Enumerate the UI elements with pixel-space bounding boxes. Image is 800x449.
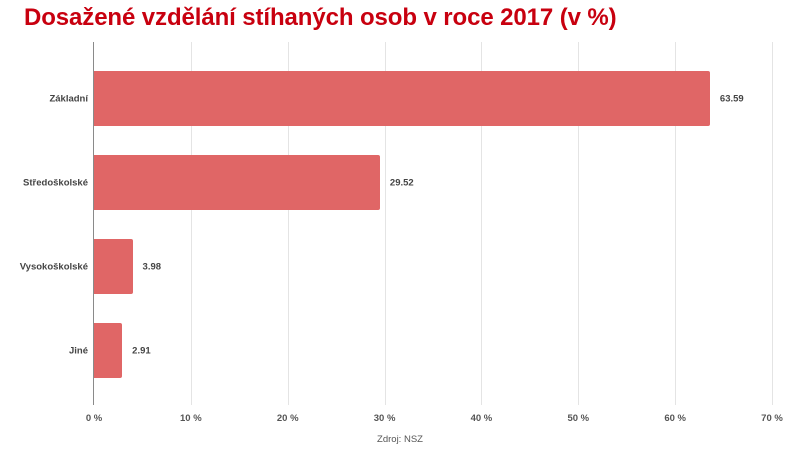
bar-4[interactable] <box>94 323 123 378</box>
value-label: 3.98 <box>142 261 162 272</box>
category-label: Vysokoškolské <box>19 261 88 272</box>
x-tick-label: 70 % <box>761 413 783 424</box>
gridline <box>578 42 579 405</box>
category-label: Základní <box>49 93 88 104</box>
x-tick-label: 30 % <box>373 413 396 424</box>
source-note: Zdroj: NSZ <box>377 434 423 445</box>
bar-3[interactable] <box>94 239 133 294</box>
x-tick-label: 50 % <box>567 413 590 424</box>
y-axis-line <box>93 42 94 405</box>
x-tick-label: 40 % <box>470 413 493 424</box>
x-tick-label: 20 % <box>276 413 299 424</box>
gridline <box>385 42 386 405</box>
category-label: Jiné <box>68 345 88 356</box>
gridline <box>675 42 676 405</box>
category-label: Středoškolské <box>23 177 88 188</box>
gridline <box>191 42 192 405</box>
gridline <box>772 42 773 405</box>
x-tick-label: 10 % <box>180 413 202 424</box>
bar-2[interactable] <box>94 155 380 210</box>
x-tick-label: 60 % <box>664 413 686 424</box>
chart-title: Dosažené vzdělání stíhaných osob v roce … <box>24 4 617 31</box>
value-label: 2.91 <box>132 345 151 356</box>
value-label: 63.59 <box>719 93 744 104</box>
gridline <box>481 42 482 405</box>
gridline <box>288 42 289 405</box>
x-tick-label: 0 % <box>85 413 103 424</box>
bar-1[interactable] <box>94 71 710 126</box>
value-label: 29.52 <box>389 177 414 188</box>
